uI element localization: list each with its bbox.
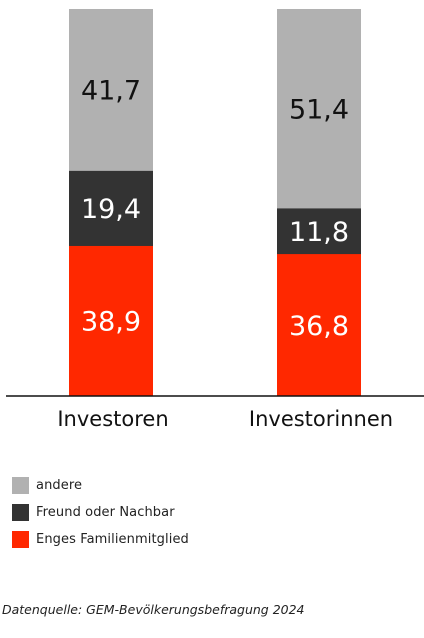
source-note: Datenquelle: GEM-Bevölkerungsbefragung 2… — [2, 602, 305, 617]
data-label-investorinnen-enges-familienmitglied: 36,8 — [289, 311, 349, 342]
legend-item-enges-familienmitglied: Enges Familienmitglied — [12, 527, 189, 551]
bar-investorinnen-enges-familienmitglied — [277, 253, 361, 397]
legend: andere Freund oder Nachbar Enges Familie… — [12, 473, 189, 554]
legend-swatch-andere — [12, 476, 29, 494]
bar-investoren-freund-oder-nachbar — [69, 170, 153, 246]
category-label-investoren: Investoren — [57, 407, 168, 431]
legend-label-andere: andere — [36, 477, 83, 493]
bar-investorinnen-andere — [277, 9, 361, 209]
stacked-bar-chart: 38,919,441,736,811,851,4 Investoren Inves… — [6, 9, 424, 431]
legend-label-enges-familienmitglied: Enges Familienmitglied — [36, 531, 189, 547]
bar-investoren-enges-familienmitglied — [69, 245, 153, 397]
legend-swatch-enges-familienmitglied — [12, 530, 29, 548]
data-label-investorinnen-andere: 51,4 — [289, 94, 349, 125]
data-label-investoren-andere: 41,7 — [81, 76, 141, 107]
legend-swatch-freund-oder-nachbar — [12, 503, 29, 521]
bar-investoren-andere — [69, 9, 153, 171]
legend-item-andere: andere — [12, 473, 189, 497]
legend-item-freund-oder-nachbar: Freund oder Nachbar — [12, 500, 189, 524]
data-label-investoren-enges-familienmitglied: 38,9 — [81, 307, 141, 338]
bar-layer — [69, 9, 361, 397]
category-label-investorinnen: Investorinnen — [249, 407, 393, 431]
bar-investorinnen-freund-oder-nachbar — [277, 207, 361, 255]
category-label-layer: Investoren Investorinnen — [57, 407, 393, 431]
data-label-investoren-freund-oder-nachbar: 19,4 — [81, 194, 141, 225]
data-label-investorinnen-freund-oder-nachbar: 11,8 — [289, 217, 349, 248]
data-label-layer: 38,9 19,4 41,7 36,8 11,8 51,4 — [81, 76, 349, 342]
legend-label-freund-oder-nachbar: Freund oder Nachbar — [36, 504, 175, 520]
